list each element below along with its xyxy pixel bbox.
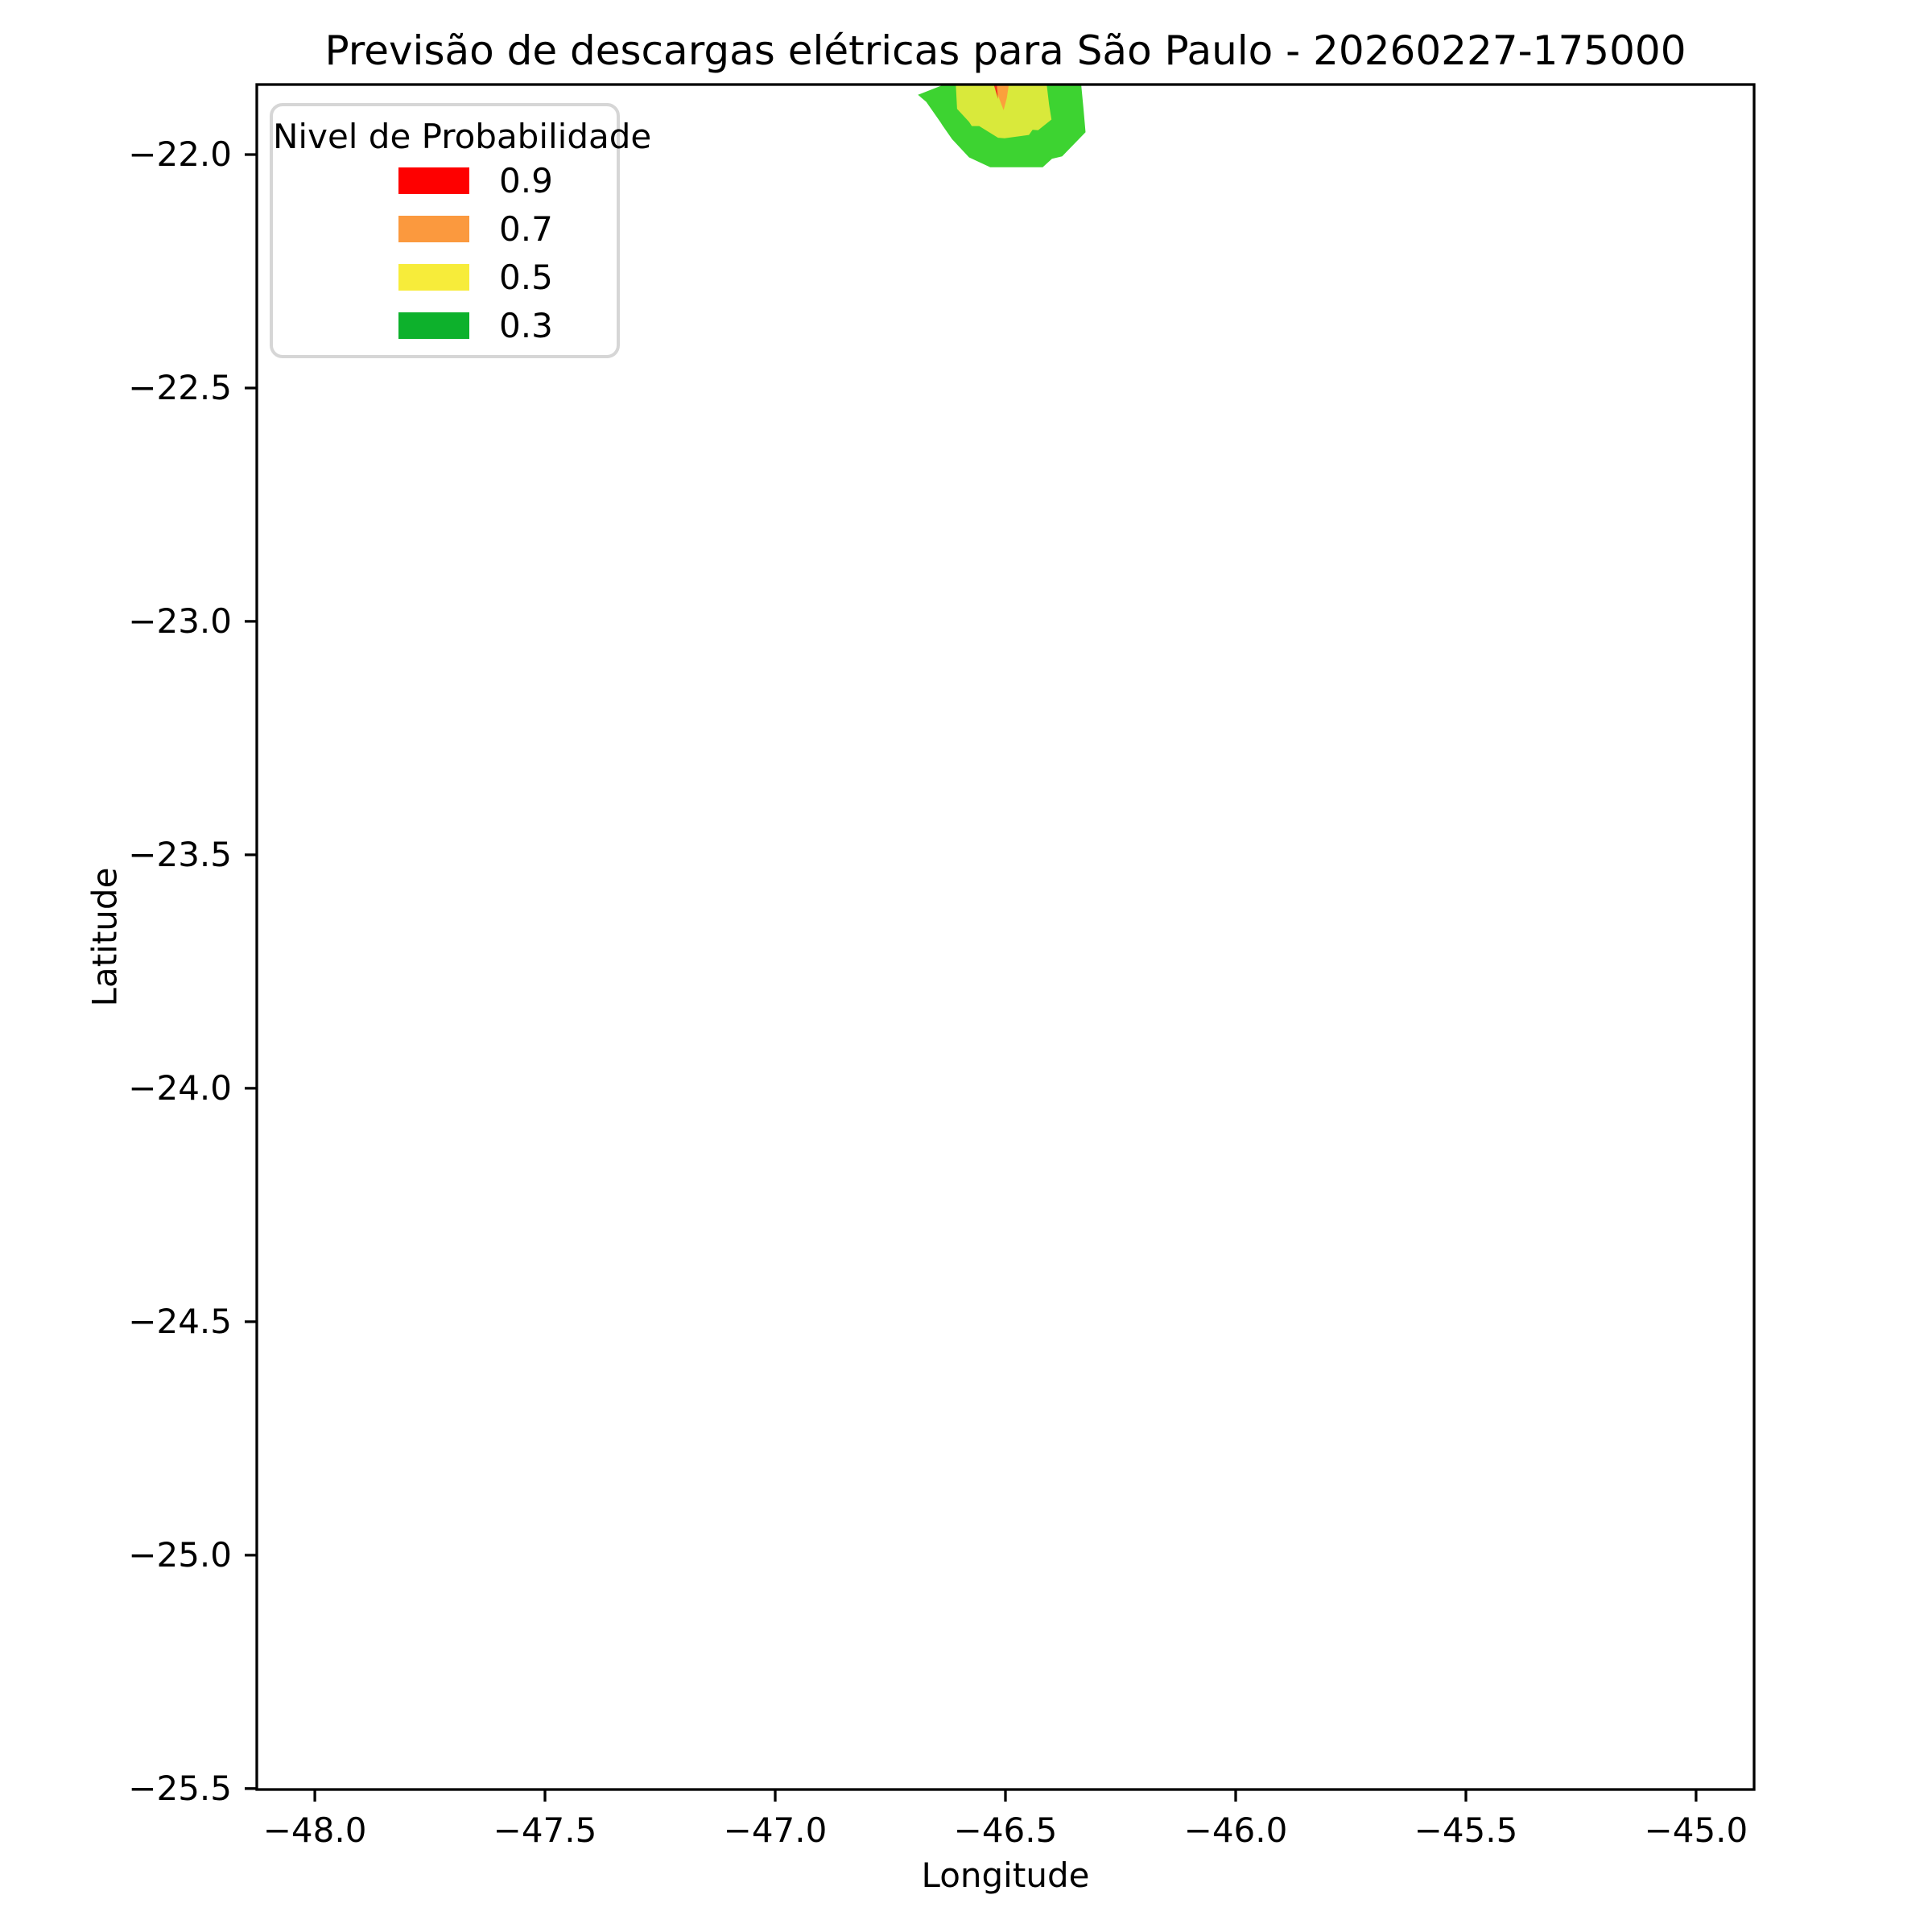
y-tick-label: −22.0 [128, 134, 232, 174]
contour-region-0.5 [956, 85, 1052, 138]
y-axis-label: Latitude [85, 867, 125, 1007]
legend-color-patch [398, 312, 469, 339]
x-tick-label: −45.0 [1644, 1810, 1748, 1850]
x-tick-label: −47.5 [493, 1810, 597, 1850]
tick-marks [245, 153, 1698, 1802]
legend: Nivel de Probabilidade 0.9 0.7 0.5 0.3 [270, 103, 652, 358]
contour-region-0.7 [993, 85, 1009, 110]
legend-color-patch [398, 216, 469, 242]
x-tick-label: −46.0 [1183, 1810, 1288, 1850]
y-tick-label: −25.5 [128, 1768, 232, 1808]
legend-color-patch [398, 264, 469, 291]
chart-title: Previsão de descargas elétricas para São… [324, 27, 1686, 74]
legend-entry: 0.3 [273, 308, 617, 345]
legend-entry: 0.7 [273, 212, 617, 248]
y-tick-label: −24.5 [128, 1301, 232, 1341]
contour-region-0.9 [993, 85, 998, 99]
x-axis-label: Longitude [921, 1856, 1090, 1895]
legend-entry-label: 0.9 [499, 161, 553, 200]
y-tick-label: −23.5 [128, 834, 232, 874]
x-tick-label: −48.0 [262, 1810, 367, 1850]
legend-entry-label: 0.3 [499, 306, 553, 345]
y-tick-label: −22.5 [128, 368, 232, 407]
legend-entry: 0.9 [273, 163, 617, 200]
legend-entry-label: 0.7 [499, 209, 553, 249]
x-tick-label: −47.0 [723, 1810, 828, 1850]
legend-entry: 0.5 [273, 260, 617, 296]
legend-title: Nivel de Probabilidade [273, 117, 652, 156]
x-tick-label: −45.5 [1414, 1810, 1518, 1850]
y-tick-label: −24.0 [128, 1067, 232, 1108]
y-tick-label: −23.0 [128, 601, 232, 641]
legend-color-patch [398, 167, 469, 194]
y-tick-label: −25.0 [128, 1534, 232, 1575]
x-tick-label: −46.5 [953, 1810, 1058, 1850]
legend-entry-label: 0.5 [499, 258, 553, 297]
